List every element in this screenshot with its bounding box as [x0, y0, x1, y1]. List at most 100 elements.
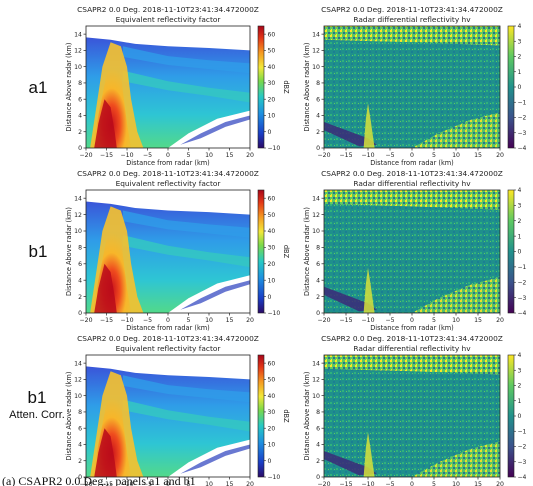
clear-air	[168, 275, 250, 313]
colorbar-label: dBZ	[282, 409, 290, 423]
y-tick-label: 10	[312, 393, 320, 400]
y-tick-label: 14	[312, 195, 320, 202]
radar-field	[324, 190, 500, 313]
x-tick-label: −15	[339, 152, 352, 159]
x-tick-label: 5	[432, 152, 436, 159]
colorbar-tick-label: 2	[518, 54, 522, 61]
y-tick-label: 4	[316, 113, 320, 120]
y-tick-label: 6	[316, 261, 320, 268]
x-tick-label: −15	[100, 152, 113, 159]
chart-panel-b1-atten-corr-differential: CSAPR2 0.0 Deg. 2018-11-10T23:41:34.4720…	[303, 334, 533, 486]
y-tick-label: 0	[78, 310, 82, 317]
y-tick-label: 6	[316, 425, 320, 432]
x-tick-label: −15	[339, 481, 352, 486]
y-tick-label: 14	[74, 195, 82, 202]
colorbar-tick-label: 20	[268, 261, 276, 268]
y-tick-label: 0	[78, 145, 82, 152]
x-tick-label: −5	[143, 152, 152, 159]
chart-title: CSAPR2 0.0 Deg. 2018-11-10T23:41:34.4720…	[77, 334, 259, 343]
y-tick-label: 0	[316, 474, 320, 481]
y-tick-label: 4	[316, 277, 320, 284]
echo-band	[122, 375, 250, 403]
colorbar-tick-label: 30	[268, 409, 276, 416]
x-tick-label: −15	[100, 481, 113, 486]
row-label-main: b1	[28, 242, 48, 261]
chart-panel-b1-differential: CSAPR2 0.0 Deg. 2018-11-10T23:41:34.4720…	[303, 169, 533, 332]
x-tick-label: −20	[317, 481, 330, 486]
radar-field	[324, 26, 500, 148]
positive-zdr-column	[363, 267, 375, 313]
colorbar-tick-label: −3	[518, 130, 527, 137]
row-label-sub: Atten. Corr.	[9, 409, 65, 421]
echo-edge	[180, 280, 250, 310]
x-tick-label: 10	[205, 481, 213, 486]
clear-air	[168, 110, 250, 148]
y-tick-label: 6	[78, 425, 82, 432]
chart-subtitle: Equivalent reflectivity factor	[116, 344, 222, 353]
clear-air	[168, 439, 250, 477]
colorbar-tick-label: 0	[518, 84, 522, 91]
colorbar-tick-label: 2	[518, 383, 522, 390]
colorbar-tick-label: 1	[518, 233, 522, 240]
y-tick-label: 6	[316, 96, 320, 103]
y-tick-label: 8	[316, 409, 320, 416]
echo-band	[122, 235, 250, 268]
y-tick-label: 12	[312, 212, 320, 219]
x-axis-label: Distance from radar (km)	[126, 324, 210, 332]
x-tick-label: −5	[385, 481, 394, 486]
colorbar-tick-label: 50	[268, 212, 276, 219]
row-label-main: b1	[27, 388, 47, 407]
colorbar	[507, 354, 515, 478]
noise-region	[324, 355, 500, 375]
colorbar-tick-label: 40	[268, 393, 276, 400]
chart-title: CSAPR2 0.0 Deg. 2018-11-10T23:41:34.4720…	[77, 5, 259, 14]
x-tick-label: 0	[166, 481, 170, 486]
colorbar-tick-label: 30	[268, 80, 276, 87]
y-tick-label: 10	[312, 228, 320, 235]
colorbar-tick-label: −1	[518, 264, 527, 271]
colorbar-tick-label: −3	[518, 459, 527, 466]
colorbar-tick-label: 2	[518, 218, 522, 225]
convective-core-max	[94, 99, 117, 148]
colorbar-tick-label: 20	[268, 96, 276, 103]
x-axis-label: Distance from radar (km)	[126, 159, 210, 167]
x-tick-label: −15	[339, 317, 352, 324]
y-tick-label: 14	[74, 31, 82, 38]
x-tick-label: 0	[166, 317, 170, 324]
colorbar	[257, 189, 265, 314]
y-tick-label: 2	[78, 129, 82, 136]
radar-field	[86, 355, 250, 477]
y-tick-label: 6	[78, 96, 82, 103]
colorbar-tick-label: −1	[518, 99, 527, 106]
colorbar-tick-label: 0	[268, 129, 272, 136]
y-tick-label: 2	[78, 294, 82, 301]
colorbar-tick-label: 0	[518, 413, 522, 420]
noise-region	[324, 190, 500, 210]
x-tick-label: 5	[187, 481, 191, 486]
x-tick-label: 15	[474, 317, 482, 324]
x-tick-label: 10	[205, 152, 213, 159]
x-tick-label: −15	[100, 317, 113, 324]
chart-subtitle: Equivalent reflectivity factor	[116, 179, 222, 188]
y-tick-label: 2	[316, 294, 320, 301]
y-tick-label: 0	[316, 145, 320, 152]
x-tick-label: 0	[166, 152, 170, 159]
y-tick-label: 4	[316, 442, 320, 449]
y-axis-label: Distance Above radar (km)	[303, 43, 311, 132]
chart-title: CSAPR2 0.0 Deg. 2018-11-10T23:41:34.4720…	[77, 169, 259, 178]
radar-field	[324, 355, 500, 477]
colorbar-tick-label: 0	[268, 294, 272, 301]
x-tick-label: 15	[474, 481, 482, 486]
row-label: b1	[18, 242, 58, 262]
x-tick-label: 10	[452, 317, 460, 324]
echo-band	[122, 399, 250, 432]
x-tick-label: 10	[452, 481, 460, 486]
chart-title: CSAPR2 0.0 Deg. 2018-11-10T23:41:34.4720…	[321, 5, 503, 14]
x-tick-label: −5	[385, 317, 394, 324]
radar-field	[86, 26, 250, 148]
x-tick-label: 20	[496, 481, 504, 486]
y-tick-label: 10	[74, 64, 82, 71]
x-tick-label: 0	[410, 152, 414, 159]
x-tick-label: 20	[246, 481, 254, 486]
colorbar-tick-label: 60	[268, 360, 276, 367]
